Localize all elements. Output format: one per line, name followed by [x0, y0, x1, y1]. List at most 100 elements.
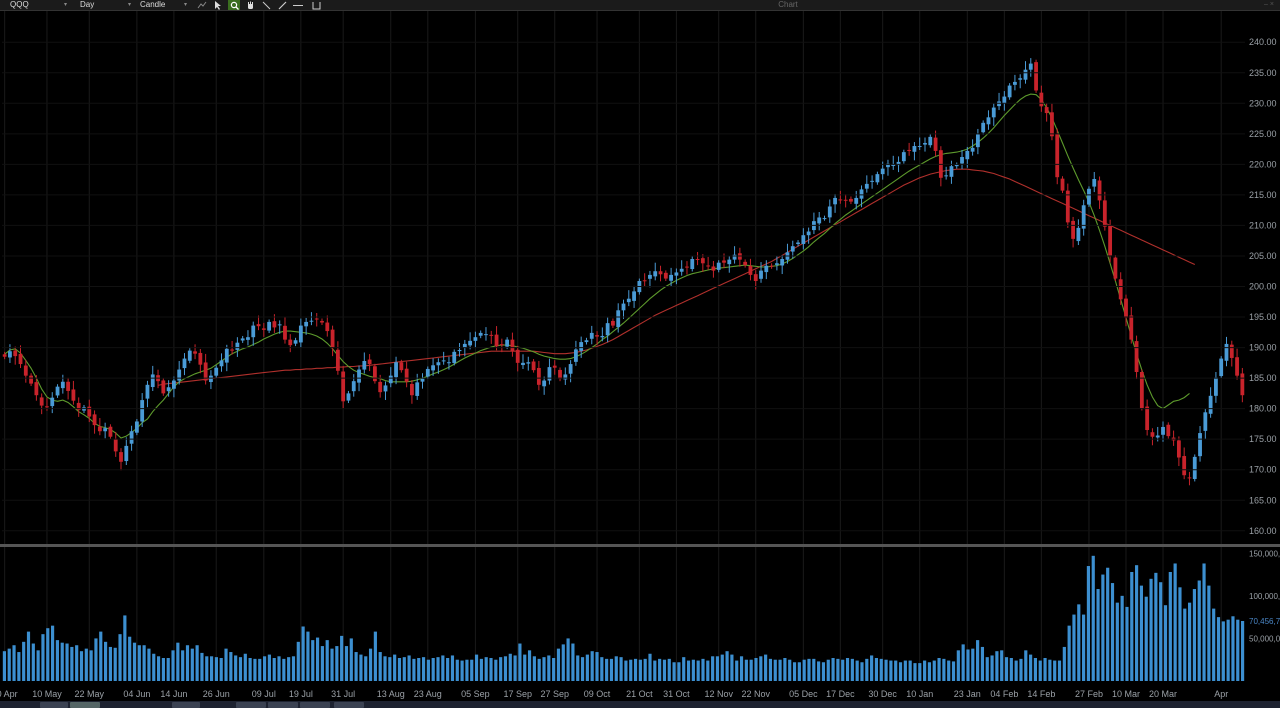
volume-bar	[132, 642, 137, 681]
minimize-icon[interactable]: –	[1264, 1, 1268, 8]
date-tick-label: 27 Sep	[540, 689, 569, 699]
horizontal-line-icon[interactable]	[292, 0, 304, 10]
chart-grid	[4, 11, 1222, 681]
candle-body	[177, 369, 182, 381]
candle-body	[901, 152, 906, 162]
volume-bar	[720, 654, 724, 681]
volume-bar	[932, 660, 936, 681]
date-tick-label: 10 Jan	[906, 689, 933, 699]
volume-bar	[128, 636, 132, 681]
volume-bar	[65, 643, 69, 681]
draw-icon[interactable]	[276, 0, 288, 10]
chart-style-select[interactable]: Candle	[140, 0, 166, 9]
candle-body	[198, 352, 203, 365]
volume-bar	[518, 643, 522, 681]
candle-body	[907, 149, 912, 151]
volume-bar	[513, 655, 517, 681]
bottom-tab[interactable]	[268, 702, 298, 708]
volume-bar	[653, 660, 657, 681]
price-tick-label: 215.00	[1249, 190, 1277, 200]
candle-body	[362, 361, 367, 370]
candle-body	[410, 383, 414, 396]
period-select[interactable]: Day	[80, 0, 95, 9]
period-dropdown-icon[interactable]: ▾	[128, 2, 132, 8]
candle-body	[986, 117, 991, 125]
volume-tick-label: 100,000,0	[1249, 592, 1280, 601]
volume-bar	[426, 659, 430, 681]
volume-bar	[841, 659, 845, 681]
candle-body	[246, 337, 250, 340]
candle-body	[579, 342, 584, 351]
price-chart[interactable]: 240.00 235.00 230.00 225.00 220.00 215.00 210.…	[0, 11, 1280, 701]
volume-bar	[205, 656, 209, 681]
candle-body	[484, 334, 488, 336]
volume-bar	[951, 661, 956, 681]
candle-body	[626, 298, 631, 303]
volume-bar	[624, 660, 628, 681]
zoom-icon[interactable]	[228, 0, 240, 10]
hand-icon[interactable]	[244, 0, 256, 10]
volume-bar	[55, 640, 59, 681]
price-tick-label: 240.00	[1249, 37, 1277, 47]
candle-body	[965, 150, 970, 160]
candle-body	[700, 258, 705, 264]
bottom-tab[interactable]	[300, 702, 330, 708]
volume-bar	[947, 660, 951, 681]
candle-body	[325, 322, 330, 332]
symbol-dropdown-icon[interactable]: ▾	[64, 2, 68, 8]
candle-body	[711, 266, 716, 271]
candle-body	[1203, 412, 1208, 431]
bottom-tab[interactable]	[236, 702, 266, 708]
volume-bar	[903, 660, 907, 681]
volume-bar	[547, 655, 551, 681]
bottom-tab[interactable]	[70, 702, 100, 708]
candle-body	[367, 359, 372, 365]
candle-body	[759, 270, 763, 279]
close-icon[interactable]: ×	[1269, 1, 1274, 8]
volume-bar	[161, 658, 165, 681]
volume-bar	[22, 641, 26, 681]
window-controls[interactable]: – ×	[1264, 0, 1274, 9]
bracket-icon[interactable]	[310, 0, 322, 10]
line-tool-icon[interactable]	[196, 0, 208, 10]
candle-body	[875, 174, 880, 183]
cursor-icon[interactable]	[260, 0, 272, 10]
candle-body	[838, 199, 843, 201]
volume-bar	[460, 660, 464, 681]
volume-bar	[1149, 578, 1153, 681]
candle-body	[716, 262, 721, 270]
candle-body	[1081, 205, 1086, 229]
volume-bar	[590, 651, 594, 681]
bottom-tab[interactable]	[40, 702, 68, 708]
price-axis: 240.00 235.00 230.00 225.00 220.00 215.00 210.…	[2, 37, 1277, 536]
symbol-field[interactable]: QQQ	[10, 0, 29, 9]
chart-style-dropdown-icon[interactable]: ▾	[184, 2, 188, 8]
candle-body	[1166, 424, 1171, 437]
volume-bar	[79, 651, 84, 681]
volume-tick-label: 50,000,0	[1249, 634, 1280, 643]
volume-bar	[349, 638, 353, 681]
volume-bar	[1226, 619, 1230, 681]
candle-body	[357, 369, 361, 383]
volume-bar	[802, 659, 806, 681]
volume-bar	[937, 658, 941, 681]
pointer-icon[interactable]	[212, 0, 224, 10]
volume-bar	[788, 659, 792, 681]
candle-body	[23, 365, 28, 376]
candle-body	[230, 349, 234, 351]
volume-bar	[778, 659, 782, 681]
volume-bar	[879, 658, 883, 681]
candle-body	[780, 259, 785, 266]
candle-body	[1044, 107, 1049, 114]
candle-body	[732, 254, 737, 260]
volume-bar	[918, 663, 922, 681]
candle-body	[1134, 341, 1139, 372]
candle-body	[1150, 432, 1155, 437]
volume-bar	[605, 658, 609, 681]
pane-divider[interactable]	[0, 544, 1280, 547]
bottom-tab[interactable]	[172, 702, 200, 708]
volume-bar	[75, 645, 79, 681]
bottom-tab[interactable]	[334, 702, 364, 708]
candle-body	[103, 428, 108, 432]
volume-bar	[344, 646, 349, 681]
